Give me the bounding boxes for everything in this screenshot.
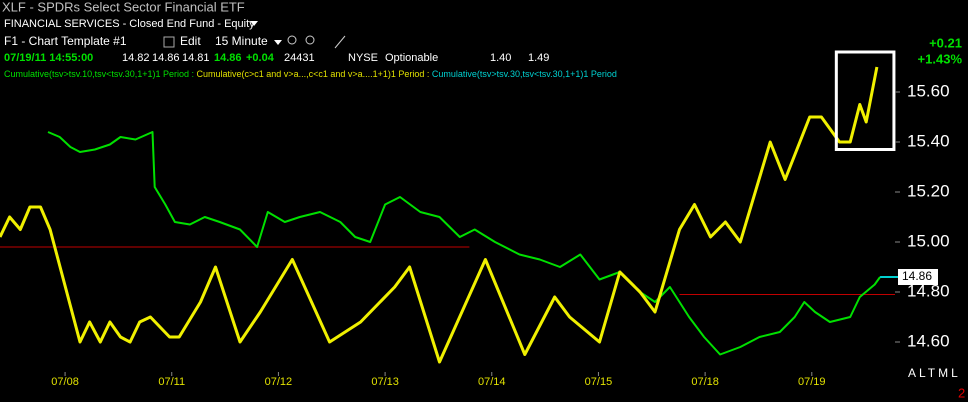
- highlight-box: [834, 50, 896, 151]
- exchange: NYSE: [348, 52, 378, 64]
- draw-tool[interactable]: [334, 35, 346, 49]
- day-change: +0.21: [929, 35, 962, 50]
- y-tick-label: 15.00: [907, 231, 950, 250]
- x-tick-label: 07/15: [585, 376, 613, 388]
- bid: 1.40: [490, 52, 511, 64]
- y-tick-label: 15.20: [907, 181, 950, 200]
- x-tick-label: 07/12: [265, 376, 293, 388]
- x-tick-label: 07/19: [798, 376, 826, 388]
- x-tick-label: 07/14: [478, 376, 506, 388]
- price-tag: 14.86: [902, 269, 932, 283]
- template[interactable]: F1 - Chart Template #1: [4, 34, 127, 48]
- subtitle[interactable]: FINANCIAL SERVICES - Closed End Fund - E…: [4, 18, 255, 30]
- legend-entry: Cumulative(tsv>tsv.10,tsv<tsv.30,1+1)1 P…: [4, 69, 197, 79]
- y-tick-label: 15.40: [907, 131, 950, 150]
- open: 14.82: [122, 52, 150, 64]
- low: 14.81: [182, 52, 210, 64]
- legend-entry: Cumulative(c>c1 and v>a...,c<c1 and v>a.…: [197, 69, 432, 79]
- optionable: Optionable: [385, 52, 438, 64]
- dropdown-arrow[interactable]: [274, 40, 282, 45]
- plot: [0, 50, 896, 364]
- series-line: [47, 131, 881, 356]
- edit-icon[interactable]: [163, 36, 175, 48]
- x-tick-label: 07/08: [51, 376, 79, 388]
- x-tick-label: 07/13: [371, 376, 399, 388]
- y-tick-label: 15.60: [907, 81, 950, 100]
- change: +0.04: [246, 52, 275, 64]
- zoom-out[interactable]: [305, 35, 315, 45]
- corner-number: 2: [958, 385, 965, 400]
- x-tick-label: 07/11: [158, 376, 185, 388]
- x-tick-label: 07/18: [691, 376, 719, 388]
- last: 14.86: [214, 52, 242, 64]
- legend: Cumulative(tsv>tsv.10,tsv<tsv.30,1+1)1 P…: [4, 69, 617, 79]
- y-tick-label: 14.60: [907, 331, 950, 350]
- y-tick-label: 14.80: [907, 281, 950, 300]
- title: XLF - SPDRs Select Sector Financial ETF: [2, 0, 245, 14]
- volume: 24431: [284, 52, 315, 64]
- series-line: [0, 66, 879, 364]
- legend-entry: Cumulative(tsv>tsv.30,tsv<tsv.30,1+1)1 P…: [432, 69, 617, 79]
- dropdown-arrow[interactable]: [250, 21, 258, 26]
- edit[interactable]: Edit: [180, 34, 201, 48]
- timestamp: 07/19/11 14:55:00: [4, 52, 93, 64]
- day-change-pct: +1.43%: [918, 51, 963, 66]
- high: 14.86: [152, 52, 180, 64]
- corner-letters: ALTML: [908, 366, 961, 380]
- interval[interactable]: 15 Minute: [215, 34, 268, 48]
- zoom-in[interactable]: [287, 35, 297, 45]
- price-tag-box: [898, 269, 938, 285]
- ask: 1.49: [528, 52, 549, 64]
